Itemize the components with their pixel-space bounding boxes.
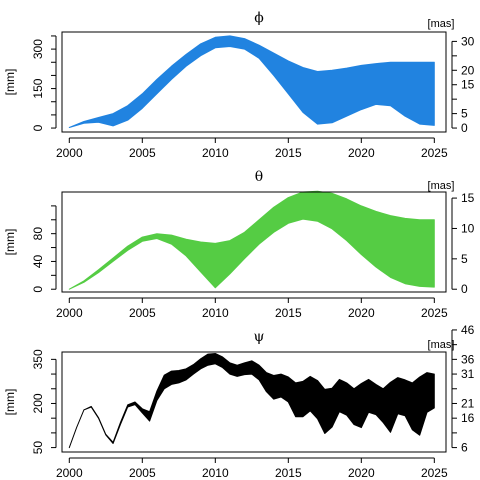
left-axis-label: [mm] <box>3 229 17 256</box>
left-tick-label: 350 <box>31 349 45 369</box>
right-tick-label: 5 <box>461 252 468 266</box>
left-tick-label: 0 <box>31 124 45 131</box>
x-tick-label: 2005 <box>129 466 156 480</box>
right-axis-unit: [mas] <box>428 180 455 192</box>
right-tick-label: 21 <box>461 396 475 410</box>
x-tick-label: 2020 <box>348 466 375 480</box>
right-tick-label: 36 <box>461 352 475 366</box>
left-tick-label: 80 <box>31 227 45 241</box>
right-tick-label: 16 <box>461 411 475 425</box>
right-tick-label: 10 <box>461 221 475 235</box>
x-tick-label: 2000 <box>56 146 83 160</box>
left-axis-label: [mm] <box>3 389 17 416</box>
x-tick-label: 2010 <box>202 466 229 480</box>
x-tick-label: 2010 <box>202 146 229 160</box>
left-tick-label: 50 <box>31 441 45 455</box>
left-tick-label: 150 <box>31 78 45 98</box>
panel-title: ψ <box>254 329 265 345</box>
x-tick-label: 2015 <box>275 146 302 160</box>
series-band <box>68 353 435 449</box>
right-tick-label: 31 <box>461 367 475 381</box>
panel-theta: θ [mas] [mm] 2000 2005 2010 2015 2020 2025 0 40… <box>3 169 475 320</box>
panel-phi: ϕ [mas] [mm] 2000 2005 2010 2015 2020 2025015… <box>3 10 475 160</box>
plot-frame <box>61 31 447 133</box>
panel-title: θ <box>255 169 263 185</box>
left-axis-label: [mm] <box>3 69 17 96</box>
left-tick-label: 0 <box>31 286 45 293</box>
right-tick-label: 15 <box>461 78 475 92</box>
right-axis-unit: [mas] <box>428 18 455 30</box>
right-tick-label: 46 <box>461 323 475 337</box>
series-band <box>68 190 435 290</box>
x-tick-label: 2015 <box>275 306 302 320</box>
right-tick-label: 0 <box>461 282 468 296</box>
left-tick-label: 40 <box>31 254 45 268</box>
x-tick-label: 2025 <box>421 306 448 320</box>
x-tick-label: 2005 <box>129 146 156 160</box>
x-tick-label: 2005 <box>129 306 156 320</box>
left-tick-label: 300 <box>31 39 45 59</box>
right-tick-label: 30 <box>461 34 475 48</box>
right-tick-label: 5 <box>461 107 468 121</box>
right-tick-label: 15 <box>461 191 475 205</box>
x-tick-label: 2015 <box>275 466 302 480</box>
panel-psi: ψ [mas] [mm] 2000 2005 2010 2015 2020 2025502… <box>3 323 475 480</box>
x-tick-label: 2000 <box>56 306 83 320</box>
right-tick-label: 6 <box>461 441 468 455</box>
x-tick-label: 2020 <box>348 146 375 160</box>
right-axis-unit: [mas] <box>428 339 455 351</box>
right-tick-label: 20 <box>461 63 475 77</box>
x-tick-label: 2020 <box>348 306 375 320</box>
plot-frame <box>61 191 447 293</box>
series-band <box>68 35 435 128</box>
panel-title: ϕ <box>254 10 264 26</box>
plot-frame <box>61 351 447 453</box>
left-tick-label: 200 <box>31 393 45 413</box>
plot-area: 2000 2005 2010 2015 2020 2025 0 40 80 0 5 10 15 <box>31 190 475 320</box>
x-tick-label: 2010 <box>202 306 229 320</box>
x-tick-label: 2000 <box>56 466 83 480</box>
x-tick-label: 2025 <box>421 466 448 480</box>
x-tick-label: 2025 <box>421 146 448 160</box>
right-tick-label: 0 <box>461 121 468 135</box>
